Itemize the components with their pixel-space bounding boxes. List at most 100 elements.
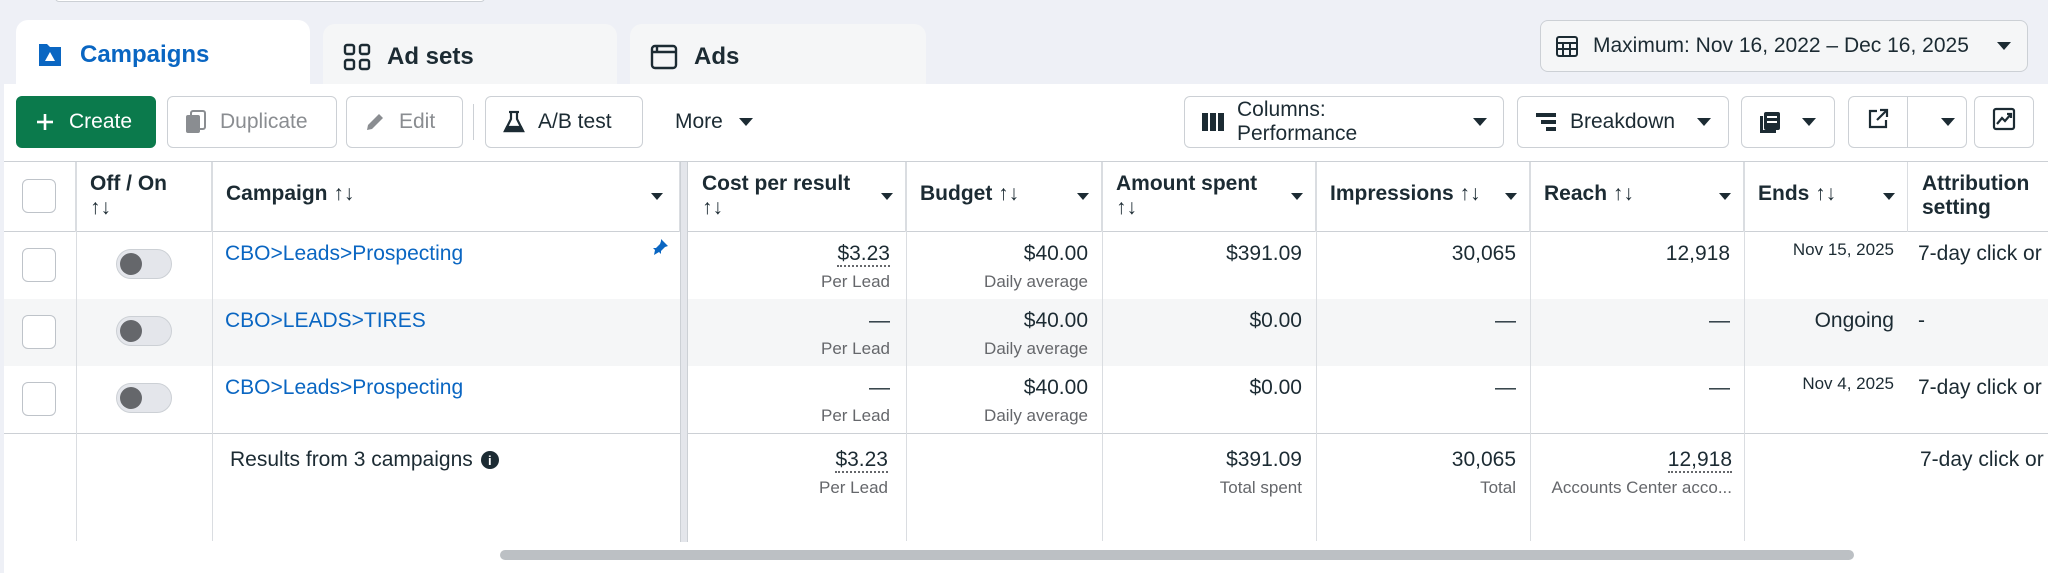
reach-value: 12,918: [1665, 242, 1730, 265]
ends-value: Nov 15, 2025: [1792, 240, 1894, 259]
tab-label: Ad sets: [387, 43, 474, 70]
breakdown-label: Breakdown: [1570, 110, 1676, 133]
cost-sub: Per Lead: [821, 406, 890, 425]
row-checkbox[interactable]: [22, 315, 56, 349]
reach-value: —: [1709, 376, 1730, 399]
ends-value: Nov 4, 2025: [1802, 374, 1894, 393]
pin-icon[interactable]: [651, 238, 669, 261]
breakdown-button[interactable]: Breakdown: [1517, 96, 1729, 148]
header-label: Amount spent: [1116, 172, 1258, 195]
select-all-checkbox[interactable]: [22, 179, 56, 213]
attribution-value: 7-day click or: [1918, 242, 2042, 265]
row-checkbox[interactable]: [22, 382, 56, 416]
chevron-down-icon: [1941, 118, 1955, 126]
column-divider: [212, 162, 213, 541]
horizontal-scrollbar[interactable]: [500, 550, 1854, 560]
flask-icon: [502, 110, 526, 134]
header-cost-per-result[interactable]: Cost per result ↑↓: [688, 162, 906, 232]
campaign-name-link[interactable]: CBO>Leads>Prospecting: [225, 376, 464, 399]
pencil-icon: [363, 110, 387, 134]
export-button[interactable]: [1848, 96, 1908, 148]
tab-ad-sets[interactable]: Ad sets: [323, 24, 617, 90]
table-row[interactable]: CBO>Leads>Prospecting $3.23 Per Lead $40…: [4, 232, 2048, 299]
campaign-name-link[interactable]: CBO>LEADS>TIRES: [225, 309, 426, 332]
column-divider: [1316, 162, 1317, 541]
campaign-toggle[interactable]: [116, 383, 172, 413]
impressions-value: —: [1495, 309, 1516, 332]
plus-icon: [33, 110, 57, 134]
frozen-column-divider[interactable]: [680, 162, 688, 542]
duplicate-button[interactable]: Duplicate: [167, 96, 337, 148]
budget-sub: Daily average: [984, 339, 1088, 358]
header-budget[interactable]: Budget ↑↓: [906, 162, 1102, 232]
impressions-value: —: [1495, 376, 1516, 399]
ad-icon: [648, 41, 680, 73]
header-campaign[interactable]: Campaign ↑↓: [212, 162, 680, 232]
header-label: Budget ↑↓: [920, 182, 1020, 205]
campaign-toggle[interactable]: [116, 316, 172, 346]
campaign-toggle[interactable]: [116, 249, 172, 279]
chevron-down-icon: [1505, 193, 1517, 200]
export-dropdown-button[interactable]: [1907, 96, 1967, 148]
date-range-picker[interactable]: Maximum: Nov 16, 2022 – Dec 16, 2025: [1540, 20, 2028, 72]
create-button[interactable]: Create: [16, 96, 156, 148]
header-label: Attribution: [1922, 172, 2030, 195]
chevron-down-icon: [1077, 193, 1089, 200]
toolbar: Create Duplicate Edit A/B test More Colu…: [4, 84, 2048, 160]
create-label: Create: [69, 110, 133, 133]
column-divider: [1102, 162, 1103, 541]
table-row[interactable]: CBO>Leads>Prospecting — Per Lead $40.00 …: [4, 366, 2048, 433]
chevron-down-icon: [651, 193, 663, 200]
chevron-down-icon: [881, 193, 893, 200]
budget-sub: Daily average: [984, 406, 1088, 425]
impressions-value: 30,065: [1451, 242, 1516, 265]
header-impressions[interactable]: Impressions ↑↓: [1316, 162, 1530, 232]
edit-button[interactable]: Edit: [346, 96, 463, 148]
campaign-name-link[interactable]: CBO>Leads>Prospecting: [225, 242, 464, 265]
chevron-down-icon: [738, 118, 753, 126]
header-ends[interactable]: Ends ↑↓: [1744, 162, 1908, 232]
chevron-down-icon: [1883, 193, 1895, 200]
chevron-down-icon: [1291, 193, 1303, 200]
charts-button[interactable]: [1974, 96, 2034, 148]
budget-value: $40.00: [1023, 309, 1088, 332]
edit-label: Edit: [399, 110, 436, 133]
tab-campaigns[interactable]: Campaigns: [16, 20, 310, 90]
duplicate-icon: [184, 110, 208, 134]
tab-label: Campaigns: [80, 41, 210, 68]
reports-button[interactable]: [1741, 96, 1835, 148]
total-spent-value: $391.09: [1226, 448, 1302, 471]
header-attribution[interactable]: Attribution setting: [1908, 162, 2048, 232]
total-impressions-sub: Total: [1480, 478, 1516, 497]
total-cost-value[interactable]: $3.23: [835, 448, 888, 473]
header-label: Ends ↑↓: [1758, 182, 1837, 205]
cost-value[interactable]: $3.23: [837, 242, 890, 267]
header-label: Reach ↑↓: [1544, 182, 1634, 205]
cost-sub: Per Lead: [821, 272, 890, 291]
ab-test-button[interactable]: A/B test: [485, 96, 643, 148]
table-row[interactable]: CBO>LEADS>TIRES — Per Lead $40.00 Daily …: [4, 299, 2048, 366]
header-label: Campaign ↑↓: [226, 182, 355, 205]
flag-icon: [34, 39, 66, 71]
column-divider: [906, 162, 907, 541]
reports-icon: [1758, 110, 1782, 134]
tab-ads[interactable]: Ads: [630, 24, 926, 90]
header-amount-spent[interactable]: Amount spent ↑↓: [1102, 162, 1316, 232]
total-attribution-value: 7-day click or: [1920, 448, 2044, 471]
more-button[interactable]: More: [658, 96, 778, 148]
row-checkbox[interactable]: [22, 248, 56, 282]
chevron-down-icon: [1802, 118, 1816, 126]
table-header: Off / On ↑↓ Campaign ↑↓ Cost per result …: [4, 162, 2048, 232]
header-off-on[interactable]: Off / On ↑↓: [76, 162, 212, 232]
header-label: Cost per result: [702, 172, 851, 195]
cost-value: —: [869, 309, 890, 332]
total-reach-value[interactable]: 12,918: [1667, 448, 1732, 473]
cost-value: —: [869, 376, 890, 399]
budget-value: $40.00: [1023, 376, 1088, 399]
grid-icon: [341, 41, 373, 73]
columns-button[interactable]: Columns: Performance: [1184, 96, 1504, 148]
header-reach[interactable]: Reach ↑↓: [1530, 162, 1744, 232]
date-range-label: Maximum: Nov 16, 2022 – Dec 16, 2025: [1593, 34, 1969, 57]
search-bar-edge: [55, 0, 485, 2]
info-icon[interactable]: i: [480, 451, 499, 469]
